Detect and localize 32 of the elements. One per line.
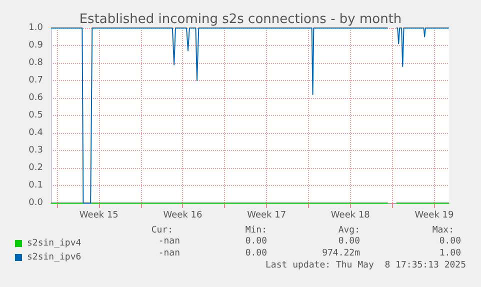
text: -nan — [158, 248, 180, 258]
y-tick-label: 0.1 — [28, 180, 43, 190]
y-tick-label: 0.3 — [28, 146, 43, 156]
text: Last update: Thu May 8 17:35:13 2025 — [266, 260, 466, 270]
y-tick-label: 0.9 — [28, 40, 44, 50]
x-tick-label: Week 15 — [79, 210, 118, 220]
y-tick-label: 1.0 — [28, 23, 44, 33]
text: Min: — [245, 226, 267, 236]
text: Cur: — [151, 226, 173, 236]
y-tick-label: 0.5 — [28, 110, 43, 120]
text: 0.00 — [338, 236, 360, 246]
x-tick-label: Week 19 — [414, 210, 454, 220]
legend-label: s2sin_ipv6 — [27, 252, 82, 262]
chart-title: Established incoming s2s connections - by month — [79, 12, 402, 27]
y-tick-label: 0.4 — [28, 128, 44, 138]
text: 974.22m — [322, 248, 360, 258]
text: 0.00 — [245, 248, 267, 258]
text: Max: — [432, 226, 454, 236]
y-tick-label: 0.6 — [28, 93, 44, 103]
y-tick-label: 0.7 — [28, 76, 43, 86]
legend-label: s2sin_ipv4 — [27, 238, 82, 248]
y-tick-label: 0.2 — [28, 163, 43, 173]
text: Avg: — [338, 226, 360, 236]
x-tick-label: Week 17 — [247, 210, 286, 220]
text: -nan — [158, 236, 180, 246]
y-tick-label: 0.0 — [28, 198, 44, 208]
text: 1.00 — [439, 248, 461, 258]
x-tick-label: Week 18 — [330, 210, 370, 220]
y-tick-label: 0.8 — [28, 58, 44, 68]
text: 0.00 — [245, 236, 267, 246]
text: 0.00 — [439, 236, 461, 246]
x-tick-label: Week 16 — [163, 210, 202, 220]
